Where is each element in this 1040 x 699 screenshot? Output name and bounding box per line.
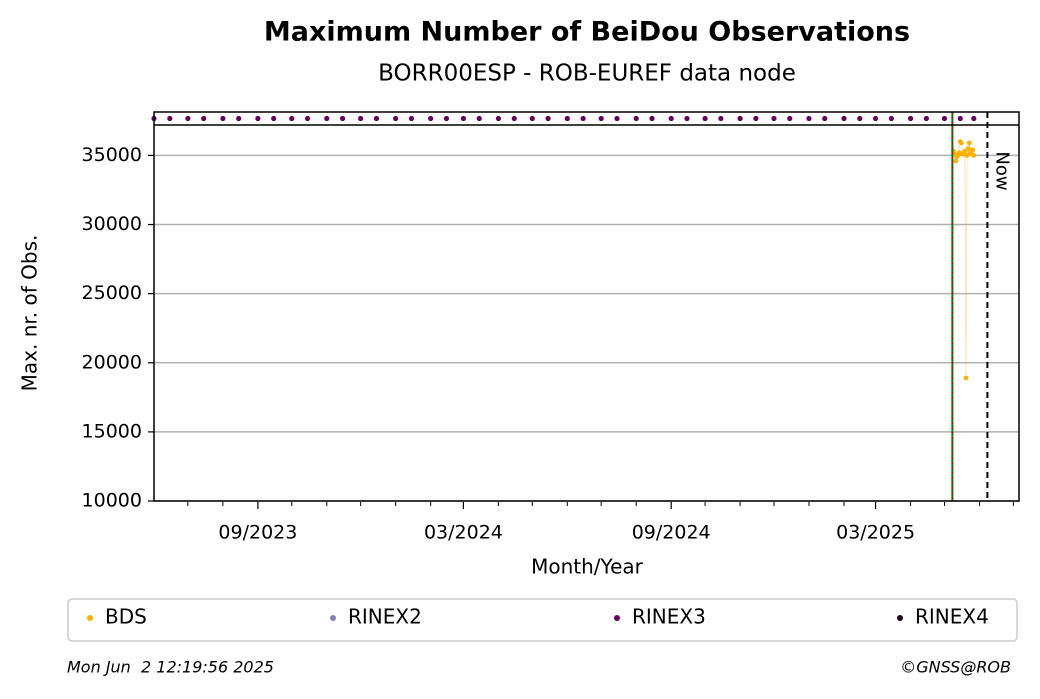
data-point [959,140,964,146]
legend-marker [614,615,620,621]
legend-box [67,598,1018,642]
strip-point [753,115,759,122]
legend-marker [330,615,336,621]
data-point [963,375,969,381]
strip-point [633,115,639,122]
strip-point [668,115,674,122]
strip-point [614,115,620,122]
y-tick-label: 35000 [82,144,142,166]
x-tick-label: 09/2023 [218,522,297,544]
strip-point [971,115,977,122]
strip-point [737,115,743,122]
strip-point [289,115,295,122]
strip-point [888,115,894,122]
strip-point [822,115,828,122]
y-tick-label: 30000 [82,213,142,235]
footer-date: Mon Jun 2 12:19:56 2025 [67,658,274,677]
chart-subtitle: BORR00ESP - ROB-EUREF data node [378,61,796,87]
strip-point [787,115,793,122]
y-axis-label: Max. nr. of Obs. [18,235,42,392]
strip-point [339,115,346,122]
strip-point [271,115,277,122]
strip-point [167,115,173,122]
x-tick-label: 03/2024 [424,522,503,544]
strip-point [185,115,191,122]
series-line [953,140,975,378]
chart-title: Maximum Number of BeiDou Observations [264,17,910,48]
strip-point [428,115,434,122]
strip-point [872,115,879,122]
legend-label: RINEX4 [915,605,989,629]
strip-point [907,115,914,122]
data-point [962,148,968,154]
legend-label: RINEX2 [348,605,422,629]
strip-point [771,115,777,122]
data-point [971,153,977,158]
x-axis-label: Month/Year [531,555,644,579]
strip-point [841,115,847,122]
strip-point [393,115,399,122]
strip-point [718,115,724,122]
data-point [970,147,976,153]
strip-point [373,115,380,122]
legend-label: BDS [105,605,147,629]
footer-credit: ©GNSS@ROB [900,658,1011,677]
y-tick-label: 15000 [82,420,142,442]
strip-point [408,115,415,122]
strip-point [957,115,963,122]
strip-point [255,115,261,122]
strip-point [236,115,242,122]
strip-point [476,115,482,122]
strip-point [529,115,535,122]
plot-frame [153,111,1020,502]
data-point [964,153,970,158]
strip-point [598,115,604,122]
data-point [953,158,959,164]
strip-point [857,115,863,122]
y-tick-label: 10000 [82,490,142,512]
marker-label: Now [991,151,1012,190]
strip-point [941,115,948,122]
strip-point [923,115,930,122]
strip-point [220,115,226,122]
legend-marker [897,615,903,621]
strip-point [201,115,207,122]
strip-point [495,115,502,122]
strip-point [511,115,517,122]
x-tick-label: 03/2025 [836,522,915,544]
legend-marker [87,615,93,621]
y-tick-label: 25000 [82,282,142,304]
strip-point [806,115,812,122]
strip-point [580,115,586,122]
strip-point [684,115,690,122]
data-point [965,146,971,151]
strip-point [304,115,311,122]
strip-point [649,115,655,122]
data-point [966,140,972,146]
legend-label: RINEX3 [632,605,706,629]
strip-point [564,115,570,122]
strip-point [460,115,467,122]
strip-point [702,115,708,122]
strip-point [443,115,450,122]
strip-point [545,115,551,122]
strip-point [358,115,364,122]
strip-point [324,115,330,122]
y-tick-label: 20000 [82,351,142,373]
x-tick-label: 09/2024 [632,522,711,544]
